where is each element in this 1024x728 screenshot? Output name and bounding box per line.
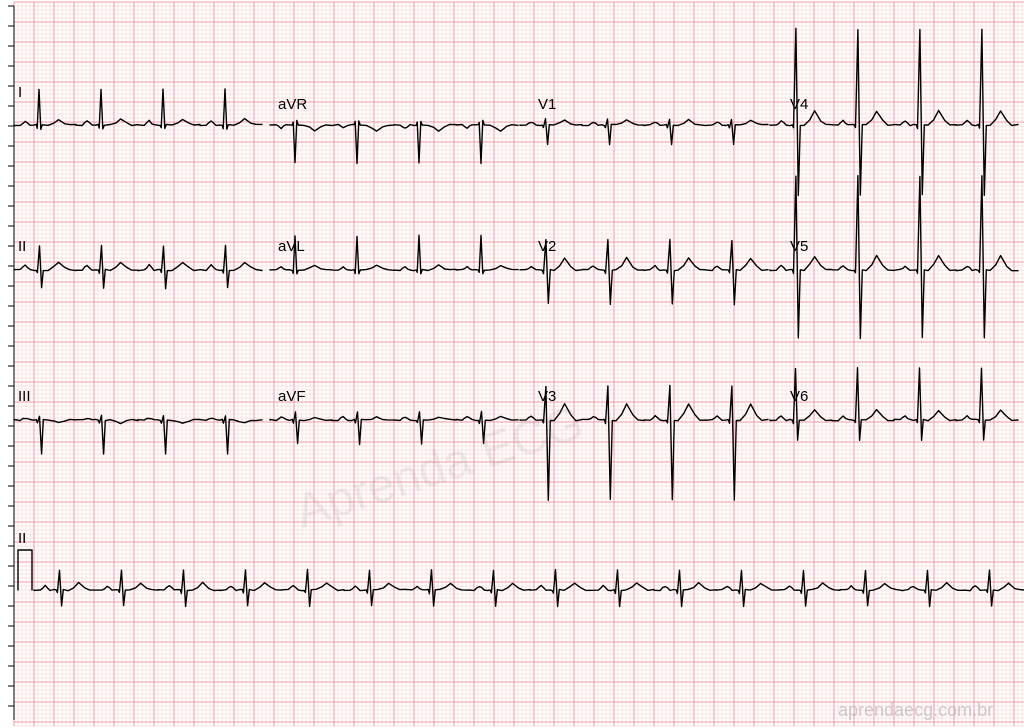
lead-label-ii: II	[18, 530, 26, 547]
lead-label-v6: V6	[790, 388, 808, 405]
lead-label-v5: V5	[790, 238, 808, 255]
lead-label-v2: V2	[538, 238, 556, 255]
lead-label-ii: II	[18, 238, 26, 255]
lead-label-iii: III	[18, 388, 31, 405]
ecg-svg	[0, 0, 1024, 728]
ecg-chart: IaVRV1V4IIaVLV2V5IIIaVFV3V6II Aprenda EC…	[0, 0, 1024, 728]
lead-label-v3: V3	[538, 388, 556, 405]
lead-label-avr: aVR	[278, 96, 307, 113]
lead-label-i: I	[18, 84, 22, 101]
lead-label-v4: V4	[790, 96, 808, 113]
lead-label-v1: V1	[538, 96, 556, 113]
lead-label-avf: aVF	[278, 388, 306, 405]
lead-label-avl: aVL	[278, 238, 305, 255]
